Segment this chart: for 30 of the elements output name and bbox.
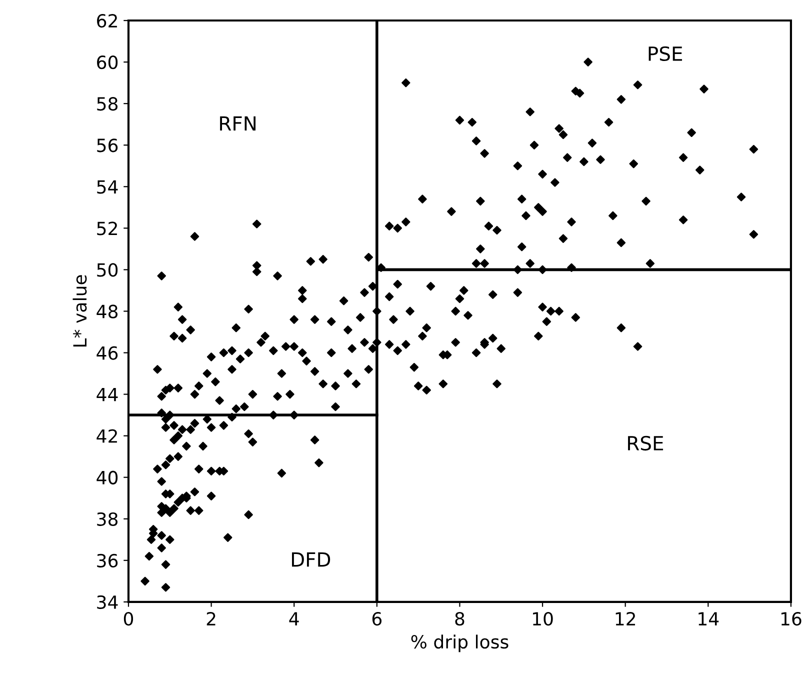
y-tick-label: 56: [97, 138, 118, 152]
x-axis-title: % drip loss: [411, 634, 508, 652]
annotation: PSE: [648, 46, 682, 62]
annotation: DFD: [292, 552, 330, 567]
x-tick-label: 12: [616, 612, 636, 626]
x-tick-label: 6: [372, 612, 382, 626]
y-tick-label: 40: [96, 470, 118, 484]
y-tick-label: 44: [96, 388, 118, 402]
x-tick-label: 10: [533, 612, 553, 626]
x-tick-label: 2: [206, 612, 216, 626]
y-tick-label: 42: [96, 429, 117, 443]
y-tick-label: 58: [97, 97, 118, 111]
y-tick-label: 38: [97, 512, 118, 526]
y-tick-label: 52: [97, 222, 117, 236]
x-tick-label: 14: [698, 612, 719, 626]
x-tick-label: 16: [781, 612, 802, 626]
x-tick-label: 0: [124, 612, 134, 626]
y-tick-label: 54: [97, 180, 118, 194]
y-tick-label: 48: [96, 304, 118, 318]
annotation: RSE: [628, 436, 664, 451]
x-tick-label: 8: [455, 612, 464, 626]
y-axis-title: L* value: [72, 275, 87, 347]
x-tick-label: 4: [289, 612, 299, 626]
y-tick-label: 50: [97, 263, 118, 277]
y-tick-label: 34: [97, 595, 118, 610]
y-tick-label: 36: [97, 554, 118, 568]
y-tick-label: 60: [97, 56, 118, 70]
y-tick-label: 46: [96, 346, 118, 360]
y-tick-label: 62: [97, 14, 117, 28]
annotation: RFN: [220, 116, 256, 131]
